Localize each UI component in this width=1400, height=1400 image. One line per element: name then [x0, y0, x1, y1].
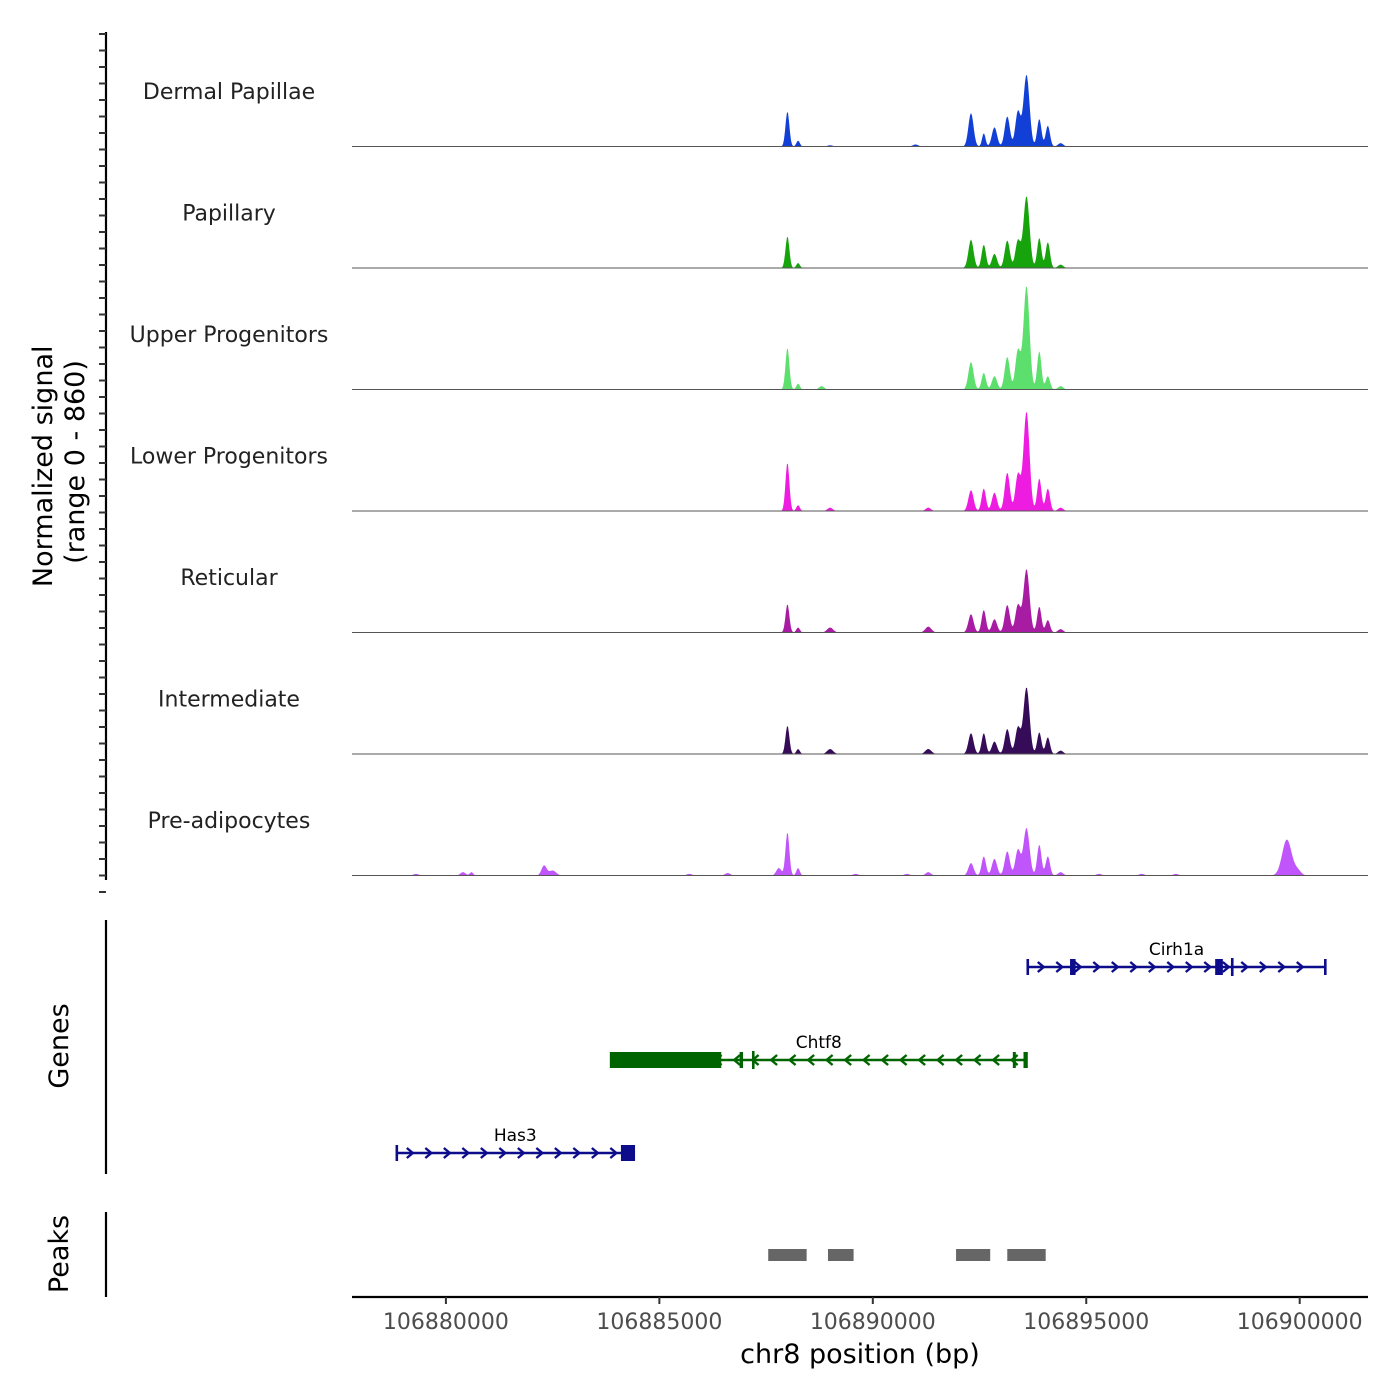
gene-cirh1a: Cirh1a	[1026, 940, 1327, 976]
gene-exon	[620, 1145, 635, 1161]
gene-label-cirh1a: Cirh1a	[1149, 940, 1204, 960]
gene-chtf8: Chtf8	[609, 1033, 1028, 1069]
track-label-upper-progenitors: Upper Progenitors	[130, 323, 329, 348]
coverage-track-reticular: Reticular	[180, 566, 1368, 633]
track-label-pre-adipocytes: Pre-adipocytes	[148, 809, 311, 834]
strand-arrow-icon	[1166, 961, 1176, 973]
strand-arrow-icon	[443, 1147, 452, 1159]
strand-arrow-icon	[480, 1147, 489, 1159]
coverage-track-lower-progenitors: Lower Progenitors	[130, 412, 1368, 512]
strand-arrow-icon	[591, 1147, 600, 1159]
gene-has3: Has3	[395, 1126, 636, 1161]
coverage-y-axis-title-line2: (range 0 - 860)	[60, 360, 91, 564]
strand-arrow-icon	[1092, 961, 1102, 973]
track-label-reticular: Reticular	[180, 566, 278, 591]
coverage-track-pre-adipocytes: Pre-adipocytes	[148, 809, 1368, 876]
strand-arrow-icon	[917, 1054, 926, 1066]
track-label-intermediate: Intermediate	[158, 688, 300, 713]
strand-arrow-icon	[769, 1054, 778, 1066]
coverage-y-axis-title: Normalized signal (range 0 - 860)	[28, 337, 91, 587]
coverage-track-papillary: Papillary	[182, 196, 1368, 269]
strand-arrow-icon	[1129, 961, 1139, 973]
strand-arrow-icon	[406, 1147, 415, 1159]
strand-arrow-icon	[824, 1054, 834, 1066]
gene-exon	[611, 1052, 722, 1068]
strand-arrow-icon	[843, 1054, 852, 1066]
strand-arrow-icon	[806, 1054, 815, 1066]
strand-arrow-icon	[572, 1147, 582, 1159]
peak-region	[827, 1249, 854, 1261]
x-tick-label: 106900000	[1237, 1310, 1363, 1335]
strand-arrow-icon	[461, 1147, 471, 1159]
strand-arrow-icon	[554, 1147, 563, 1159]
gene-label-has3: Has3	[494, 1126, 537, 1146]
strand-arrow-icon	[1203, 961, 1213, 973]
gene-exon	[1215, 959, 1223, 975]
gene-exon	[739, 1052, 744, 1068]
gene-exon	[1012, 1052, 1016, 1068]
strand-arrow-icon	[935, 1054, 945, 1066]
strand-arrow-icon	[1073, 961, 1083, 973]
strand-arrow-icon	[1221, 961, 1231, 973]
coverage-area-intermediate	[352, 687, 1368, 754]
coverage-area-reticular	[352, 569, 1368, 633]
strand-arrow-icon	[498, 1147, 508, 1159]
peak-region	[768, 1249, 807, 1261]
strand-arrow-icon	[1240, 961, 1250, 973]
strand-arrow-icon	[991, 1054, 1000, 1066]
strand-arrow-icon	[732, 1054, 741, 1066]
track-label-dermal-papillae: Dermal Papillae	[143, 80, 315, 105]
track-label-papillary: Papillary	[182, 202, 276, 227]
strand-arrow-icon	[1110, 961, 1120, 973]
coverage-panel: Dermal Papillae Papillary Upper Progenitor…	[99, 32, 1368, 893]
strand-arrow-icon	[424, 1147, 434, 1159]
strand-arrow-icon	[1055, 961, 1065, 973]
strand-arrow-icon	[535, 1147, 545, 1159]
strand-arrow-icon	[517, 1147, 526, 1159]
gene-label-chtf8: Chtf8	[796, 1033, 842, 1053]
coverage-area-upper-progenitors	[352, 286, 1368, 390]
strand-arrow-icon	[954, 1054, 963, 1066]
strand-arrow-icon	[1147, 961, 1157, 973]
gene-panel: Cirh1a Chtf8 Has3	[104, 920, 1327, 1174]
gene-exon	[1023, 1052, 1027, 1068]
track-label-lower-progenitors: Lower Progenitors	[130, 445, 328, 470]
strand-arrow-icon	[880, 1054, 889, 1066]
x-axis-title: chr8 position (bp)	[740, 1339, 980, 1370]
coverage-y-axis-title-line1: Normalized signal	[28, 346, 59, 588]
peak-region	[1007, 1249, 1046, 1261]
strand-arrow-icon	[1277, 961, 1287, 973]
strand-arrow-icon	[861, 1054, 871, 1066]
coverage-track-upper-progenitors: Upper Progenitors	[130, 286, 1368, 390]
x-tick-label: 106890000	[810, 1310, 936, 1335]
coverage-area-papillary	[352, 196, 1368, 268]
strand-arrow-icon	[609, 1147, 619, 1159]
strand-arrow-icon	[787, 1054, 797, 1066]
coverage-track-dermal-papillae: Dermal Papillae	[143, 75, 1368, 147]
peak-region	[956, 1249, 991, 1261]
coverage-area-dermal-papillae	[352, 75, 1368, 147]
x-tick-label: 106880000	[383, 1310, 509, 1335]
strand-arrow-icon	[1036, 961, 1046, 973]
strand-arrow-icon	[1184, 961, 1194, 973]
gene-exon	[1070, 959, 1076, 975]
genes-y-axis-title: Genes	[44, 1003, 75, 1088]
strand-arrow-icon	[972, 1054, 982, 1066]
strand-arrow-icon	[1258, 961, 1268, 973]
x-axis: 106880000 106885000 106890000 106895000 1069…	[352, 1295, 1368, 1335]
peak-panel	[104, 1212, 1046, 1297]
coverage-track-intermediate: Intermediate	[158, 688, 1368, 755]
strand-arrow-icon	[1295, 961, 1305, 973]
peaks-y-axis-title: Peaks	[44, 1215, 75, 1293]
strand-arrow-icon	[898, 1054, 908, 1066]
coverage-area-lower-progenitors	[352, 412, 1368, 511]
x-tick-label: 106895000	[1023, 1310, 1149, 1335]
coverage-area-pre-adipocytes	[352, 828, 1368, 876]
x-tick-label: 106885000	[596, 1310, 722, 1335]
